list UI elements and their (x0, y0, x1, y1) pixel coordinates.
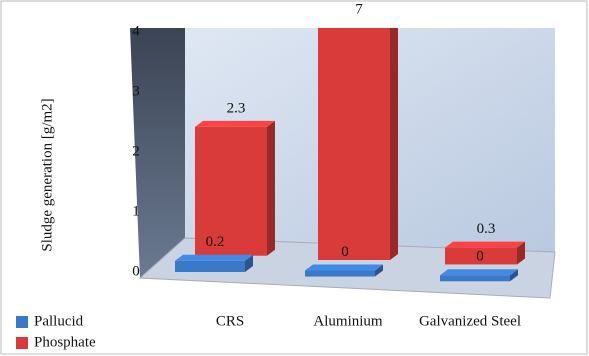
data-label: 7 (355, 1, 363, 17)
bar-side (517, 241, 525, 265)
bar (445, 247, 517, 265)
bar-top (305, 264, 383, 271)
y-tick-label: 3 (132, 83, 140, 99)
data-label: 0.2 (206, 234, 225, 250)
bar-side (375, 264, 383, 277)
x-tick-label: Galvanized Steel (419, 313, 521, 329)
data-label: 0.3 (477, 221, 496, 237)
legend-swatch (16, 316, 28, 328)
y-tick-label: 4 (132, 23, 140, 39)
y-tick-label: 0 (132, 263, 140, 279)
bar-side (390, 28, 398, 261)
y-tick-label: 2 (132, 143, 140, 159)
bar-side (267, 120, 275, 256)
bar (305, 270, 375, 277)
data-label: 2.3 (227, 100, 246, 116)
bar-side (245, 254, 253, 272)
y-axis-title: Sludge generation [g/m2] (39, 98, 55, 251)
bar (175, 260, 245, 272)
bar (195, 126, 267, 256)
x-tick-label: CRS (216, 313, 244, 329)
bar-top (195, 120, 275, 127)
data-label: 0 (341, 244, 349, 260)
bar (440, 275, 510, 282)
data-label: 0 (476, 249, 484, 265)
y-tick-label: 1 (132, 203, 140, 219)
bar-side (510, 269, 518, 282)
legend-label: Pallucid (34, 313, 84, 329)
side-wall (130, 28, 185, 278)
legend-swatch (16, 337, 28, 349)
x-tick-label: Aluminium (313, 313, 383, 329)
bar-top (445, 241, 525, 248)
bar-top (440, 269, 518, 276)
bar-top (175, 254, 253, 261)
bar (318, 28, 390, 261)
legend-label: Phosphate (34, 334, 96, 350)
